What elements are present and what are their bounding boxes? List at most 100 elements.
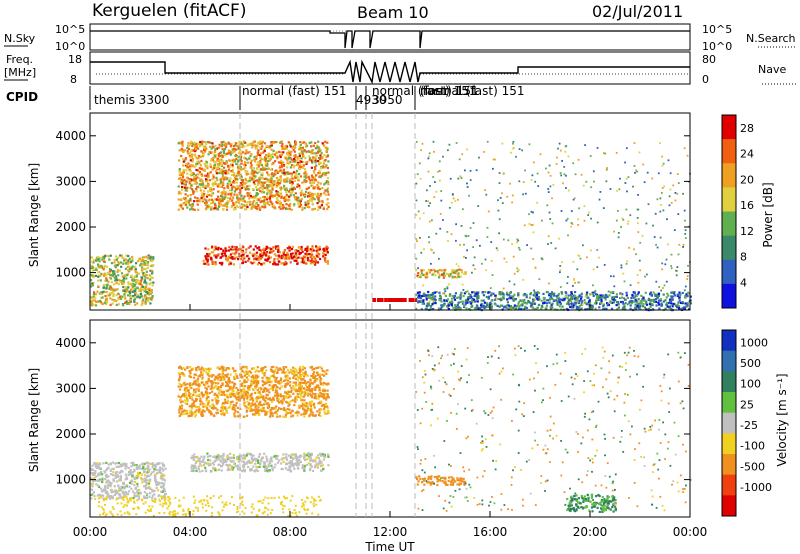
power-cell-1	[200, 167, 203, 171]
power-cell-2	[275, 247, 279, 250]
velocity-cell-1	[189, 393, 192, 396]
power-cell-0	[115, 294, 118, 297]
power-speckle	[466, 186, 469, 188]
power-cell-1	[221, 174, 224, 177]
power-cell-1	[243, 195, 246, 198]
power-cell-4	[597, 298, 600, 301]
power-speckle	[411, 298, 414, 302]
power-cell-4	[626, 296, 629, 300]
power-cell-1	[262, 158, 265, 161]
power-cell-4	[596, 295, 599, 298]
power-cell-1	[218, 203, 221, 206]
power-cell-4	[564, 296, 567, 299]
power-speckle	[523, 224, 526, 227]
power-cell-1	[210, 157, 213, 161]
velocity-cell-1	[310, 374, 313, 378]
power-cell-2	[240, 258, 243, 261]
power-cell-1	[185, 180, 188, 183]
velocity-cell-0	[163, 495, 166, 498]
velocity-cell-1	[209, 405, 212, 408]
power-cell-0	[139, 264, 142, 267]
power-cell-3	[420, 269, 423, 272]
velocity-cell-1	[189, 366, 192, 369]
power-speckle	[502, 238, 505, 241]
power-speckle	[427, 205, 430, 207]
power-cell-1	[325, 180, 328, 183]
power-speckle	[637, 281, 640, 284]
power-cell-1	[225, 178, 228, 181]
power-cell-1	[190, 172, 193, 175]
power-speckle	[559, 286, 562, 288]
power-cell-4	[657, 294, 660, 298]
power-cell-1	[233, 186, 237, 189]
velocity-cell-1	[275, 394, 278, 397]
power-cell-4	[508, 307, 511, 310]
power-cell-1	[195, 187, 198, 190]
power-speckle	[638, 259, 641, 262]
power-cell-0	[131, 278, 134, 282]
power-cell-0	[152, 264, 155, 267]
power-cell-0	[128, 265, 131, 268]
power-speckle	[668, 195, 671, 198]
power-cell-0	[100, 296, 103, 299]
power-cell-4	[463, 292, 466, 295]
power-cell-0	[152, 258, 155, 261]
power-cell-4	[490, 293, 493, 296]
power-cell-2	[276, 245, 280, 248]
power-cell-1	[241, 145, 244, 149]
power-cell-0	[96, 290, 99, 293]
velocity-cell-0	[108, 480, 111, 483]
power-cell-4	[678, 291, 681, 294]
power-cell-2	[294, 256, 297, 259]
power-cell-0	[102, 268, 105, 271]
power-cell-4	[664, 299, 667, 302]
power-cell-1	[194, 143, 198, 146]
power-cell-1	[209, 171, 212, 174]
power-cell-4	[674, 294, 677, 297]
power-cell-1	[210, 192, 213, 195]
power-cell-1	[203, 169, 206, 172]
power-cell-4	[546, 302, 549, 305]
velocity-cell-0	[104, 491, 107, 494]
power-cell-0	[117, 292, 120, 295]
power-cell-1	[276, 197, 279, 200]
power-cell-0	[129, 292, 132, 295]
velocity-cell-0	[142, 465, 145, 468]
power-speckle	[549, 218, 552, 220]
velocity-cell-0	[109, 485, 112, 488]
power-cell-3	[438, 269, 441, 272]
velocity-cell-0	[104, 478, 107, 481]
power-cell-1	[271, 156, 274, 159]
power-cell-1	[262, 196, 265, 199]
power-cell-2	[326, 262, 329, 265]
power-cell-1	[285, 189, 289, 192]
velocity-cell-1	[192, 367, 195, 370]
power-cell-1	[215, 207, 218, 210]
power-cell-1	[301, 153, 304, 156]
power-speckle	[551, 222, 554, 225]
power-cell-0	[137, 293, 140, 296]
power-cell-0	[109, 297, 112, 300]
power-cell-0	[151, 276, 154, 279]
power-speckle	[684, 233, 687, 235]
velocity-cell-1	[257, 405, 260, 409]
power-speckle	[583, 219, 586, 222]
power-cell-1	[311, 208, 314, 211]
power-cell-1	[184, 193, 187, 196]
power-speckle	[639, 241, 642, 244]
cpid-text-1: normal (fast) 151	[242, 84, 346, 98]
power-cell-0	[113, 261, 116, 264]
power-cell-1	[269, 157, 272, 161]
velocity-cell-0	[99, 467, 102, 470]
velocity-cell-1	[253, 402, 257, 405]
power-cell-0	[96, 300, 99, 303]
power-cell-4	[450, 300, 453, 303]
power-cell-2	[297, 246, 300, 249]
power-cell-2	[241, 259, 245, 262]
power-cell-1	[200, 197, 203, 200]
power-speckle	[450, 271, 453, 273]
power-cell-0	[97, 271, 100, 274]
power-cell-0	[124, 290, 127, 294]
power-cell-2	[311, 245, 314, 248]
power-cell-1	[264, 181, 267, 184]
